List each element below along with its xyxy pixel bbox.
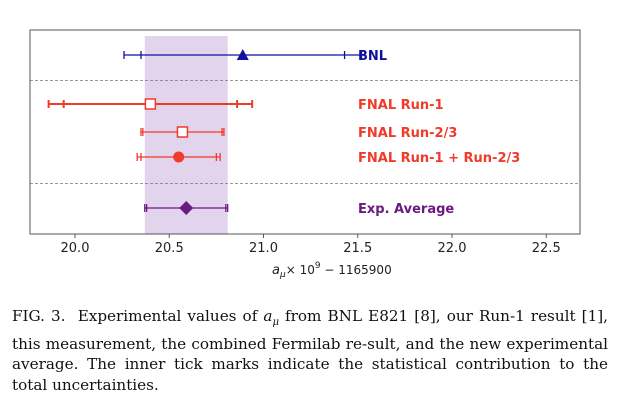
series-label: FNAL Run-1 — [358, 98, 444, 113]
series-label: Exp. Average — [358, 202, 454, 217]
series-label: FNAL Run-2/3 — [358, 126, 457, 141]
figure-caption: FIG. 3. Experimental values of aμ from B… — [12, 306, 608, 395]
data-point-circle — [173, 151, 185, 163]
caption-symbol: a — [263, 307, 273, 325]
x-axis-label: aμ× 109 − 1165900 — [272, 261, 392, 280]
x-tick-label: 20.0 — [61, 241, 90, 256]
series-label: FNAL Run-1 + Run-2/3 — [358, 151, 520, 166]
series-label: BNL — [358, 49, 387, 64]
data-point-square — [144, 98, 157, 110]
caption-text-1: Experimental values of — [77, 307, 264, 325]
x-tick-label: 22.0 — [438, 241, 467, 256]
x-tick-label: 21.5 — [343, 241, 372, 256]
error-bar-chart: 20.0 20.5 21.0 21.5 22.0 22.5 BNL FNAL Run-1 FNA… — [29, 29, 581, 280]
plot-area — [30, 30, 580, 234]
x-tick-label: 22.5 — [532, 241, 561, 256]
plot-frame — [29, 29, 581, 235]
caption-symbol-sub: μ — [272, 317, 279, 329]
x-tick-label: 21.0 — [249, 241, 278, 256]
caption-text-2: from BNL E821 [8], our Run-1 result [1],… — [12, 307, 609, 394]
figure-label: FIG. 3. — [12, 307, 66, 325]
data-point-square — [176, 126, 189, 138]
data-point-diamond — [179, 201, 194, 215]
x-tick-label: 20.5 — [155, 241, 184, 256]
data-point-triangle — [236, 49, 249, 60]
